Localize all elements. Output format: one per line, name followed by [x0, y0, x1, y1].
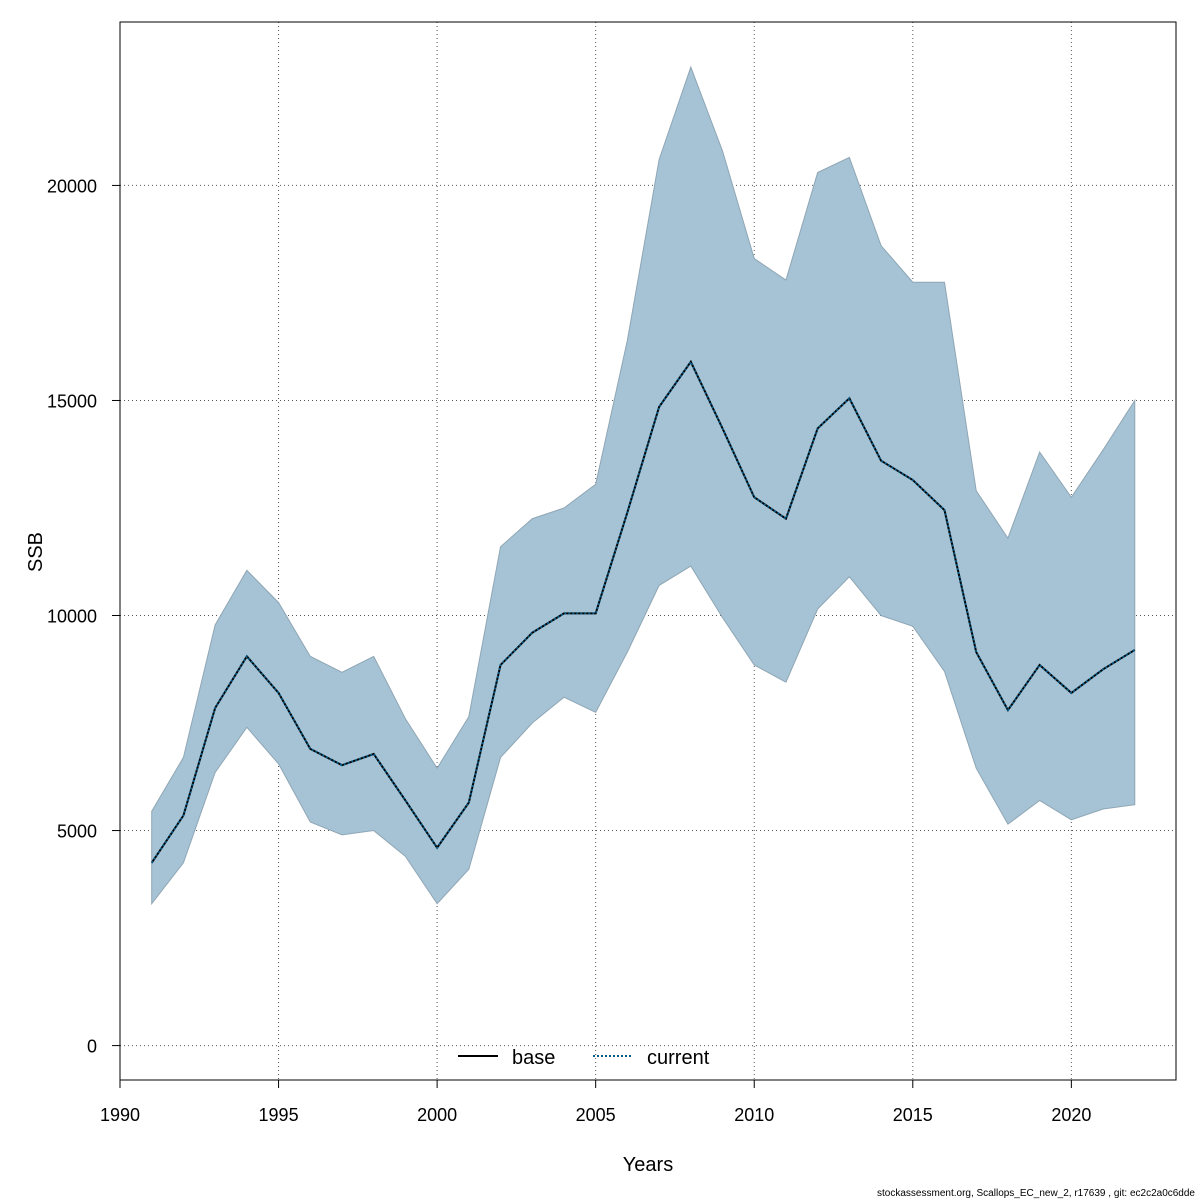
x-tick-label-2010: 2010	[734, 1105, 774, 1125]
x-tick-label-2015: 2015	[893, 1105, 933, 1125]
y-tick-label-5000: 5000	[57, 822, 97, 842]
y-axis: 0 5000 10000 15000 20000	[47, 176, 121, 1057]
x-tick-label-1990: 1990	[100, 1105, 140, 1125]
x-axis-title: Years	[623, 1154, 673, 1176]
legend-label-current: current	[647, 1047, 710, 1069]
legend-label-base: base	[512, 1047, 555, 1069]
x-tick-label-2020: 2020	[1051, 1105, 1091, 1125]
x-tick-label-2000: 2000	[417, 1105, 457, 1125]
confidence-band	[151, 65, 1136, 906]
x-tick-label-1995: 1995	[259, 1105, 299, 1125]
y-tick-label-15000: 15000	[47, 391, 97, 411]
confidence-band-layer	[151, 65, 1136, 906]
series-line-current	[150, 359, 1136, 864]
footer-credit: stockassessment.org, Scallops_EC_new_2, …	[877, 1188, 1195, 1199]
y-tick-label-10000: 10000	[47, 607, 97, 627]
series-layer	[150, 359, 1136, 864]
legend: base current	[458, 1047, 710, 1069]
x-tick-label-2005: 2005	[576, 1105, 616, 1125]
y-tick-label-20000: 20000	[47, 176, 97, 196]
x-axis: 1990 1995 2000 2005 2010 2015 2020	[100, 1079, 1091, 1125]
y-axis-title: SSB	[25, 532, 47, 572]
y-tick-label-0: 0	[87, 1037, 97, 1057]
